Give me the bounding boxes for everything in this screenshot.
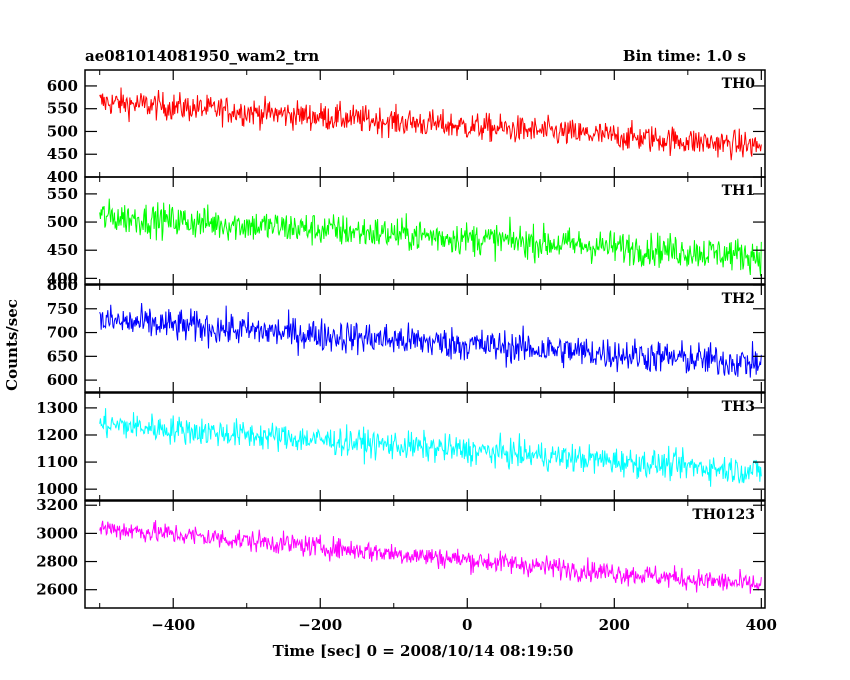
y-tick-label: 1000 (36, 480, 78, 498)
series-name-th0123: TH0123 (692, 507, 755, 523)
panel-frame (84, 176, 766, 285)
y-tick-label: 600 (47, 77, 78, 95)
y-tick-label: 750 (47, 300, 78, 318)
panel-th0123: 2600 2800 3000 3200 TH0123 (36, 496, 766, 609)
y-tick-label: 2600 (36, 581, 78, 599)
series-name-th1: TH1 (722, 183, 755, 199)
y-tick-label: 400 (47, 168, 78, 186)
series-line-th0123 (99, 520, 762, 594)
x-axis-label: Time [sec] 0 = 2008/10/14 08:19:50 (273, 642, 574, 660)
x-tick-label: 0 (462, 616, 472, 634)
bin-time-label: Bin time: 1.0 s (623, 47, 746, 65)
y-tick-label: 2800 (36, 553, 78, 571)
y-axis-label: Counts/sec (3, 299, 21, 391)
y-tick-label: 400 (47, 269, 78, 287)
x-tick-label: 400 (746, 616, 777, 634)
y-tick-label: 450 (47, 241, 78, 259)
y-tick-label: 3000 (36, 524, 78, 542)
y-tick-label: 700 (47, 324, 78, 342)
series-name-th2: TH2 (722, 291, 755, 307)
y-tick-label: 1200 (36, 426, 78, 444)
x-tick-label: −400 (151, 616, 195, 634)
y-tick-label: 550 (47, 185, 78, 203)
y-tick-label: 650 (47, 347, 78, 365)
y-tick-label: 1300 (36, 399, 78, 417)
series-name-th3: TH3 (722, 399, 755, 415)
panel-th1: 400 450 500 550 TH1 (47, 176, 766, 287)
series-line-th3 (99, 408, 762, 487)
y-tick-label: 550 (47, 100, 78, 118)
series-line-th0 (99, 87, 762, 161)
series-name-th0: TH0 (722, 76, 756, 92)
panel-th3: 1000 1100 1200 1300 TH3 (36, 392, 766, 501)
series-line-th1 (99, 198, 762, 277)
panel-frame (84, 392, 766, 501)
y-tick-label: 800 (47, 276, 78, 294)
y-tick-label: 600 (47, 371, 78, 389)
panel-frame (84, 284, 766, 393)
y-tick-label: 500 (47, 213, 78, 231)
panels-group: 400 450 500 550 600 TH0 400 450 500 550 TH1 600 650 7… (36, 69, 766, 609)
x-tick-label: 200 (599, 616, 630, 634)
panel-th0: 400 450 500 550 600 TH0 (47, 69, 766, 186)
y-tick-label: 1100 (36, 453, 78, 471)
y-tick-label: 450 (47, 145, 78, 163)
panel-frame (84, 69, 766, 178)
x-axis: −400 −200 0 200 400 (151, 616, 777, 634)
panel-th2: 600 650 700 750 800 TH2 (47, 276, 766, 393)
series-line-th2 (99, 303, 762, 378)
x-tick-label: −200 (298, 616, 342, 634)
chart-title: ae081014081950_wam2_trn (85, 47, 319, 65)
y-tick-label: 500 (47, 122, 78, 140)
y-tick-label: 3200 (36, 496, 78, 514)
panel-frame (84, 500, 766, 609)
